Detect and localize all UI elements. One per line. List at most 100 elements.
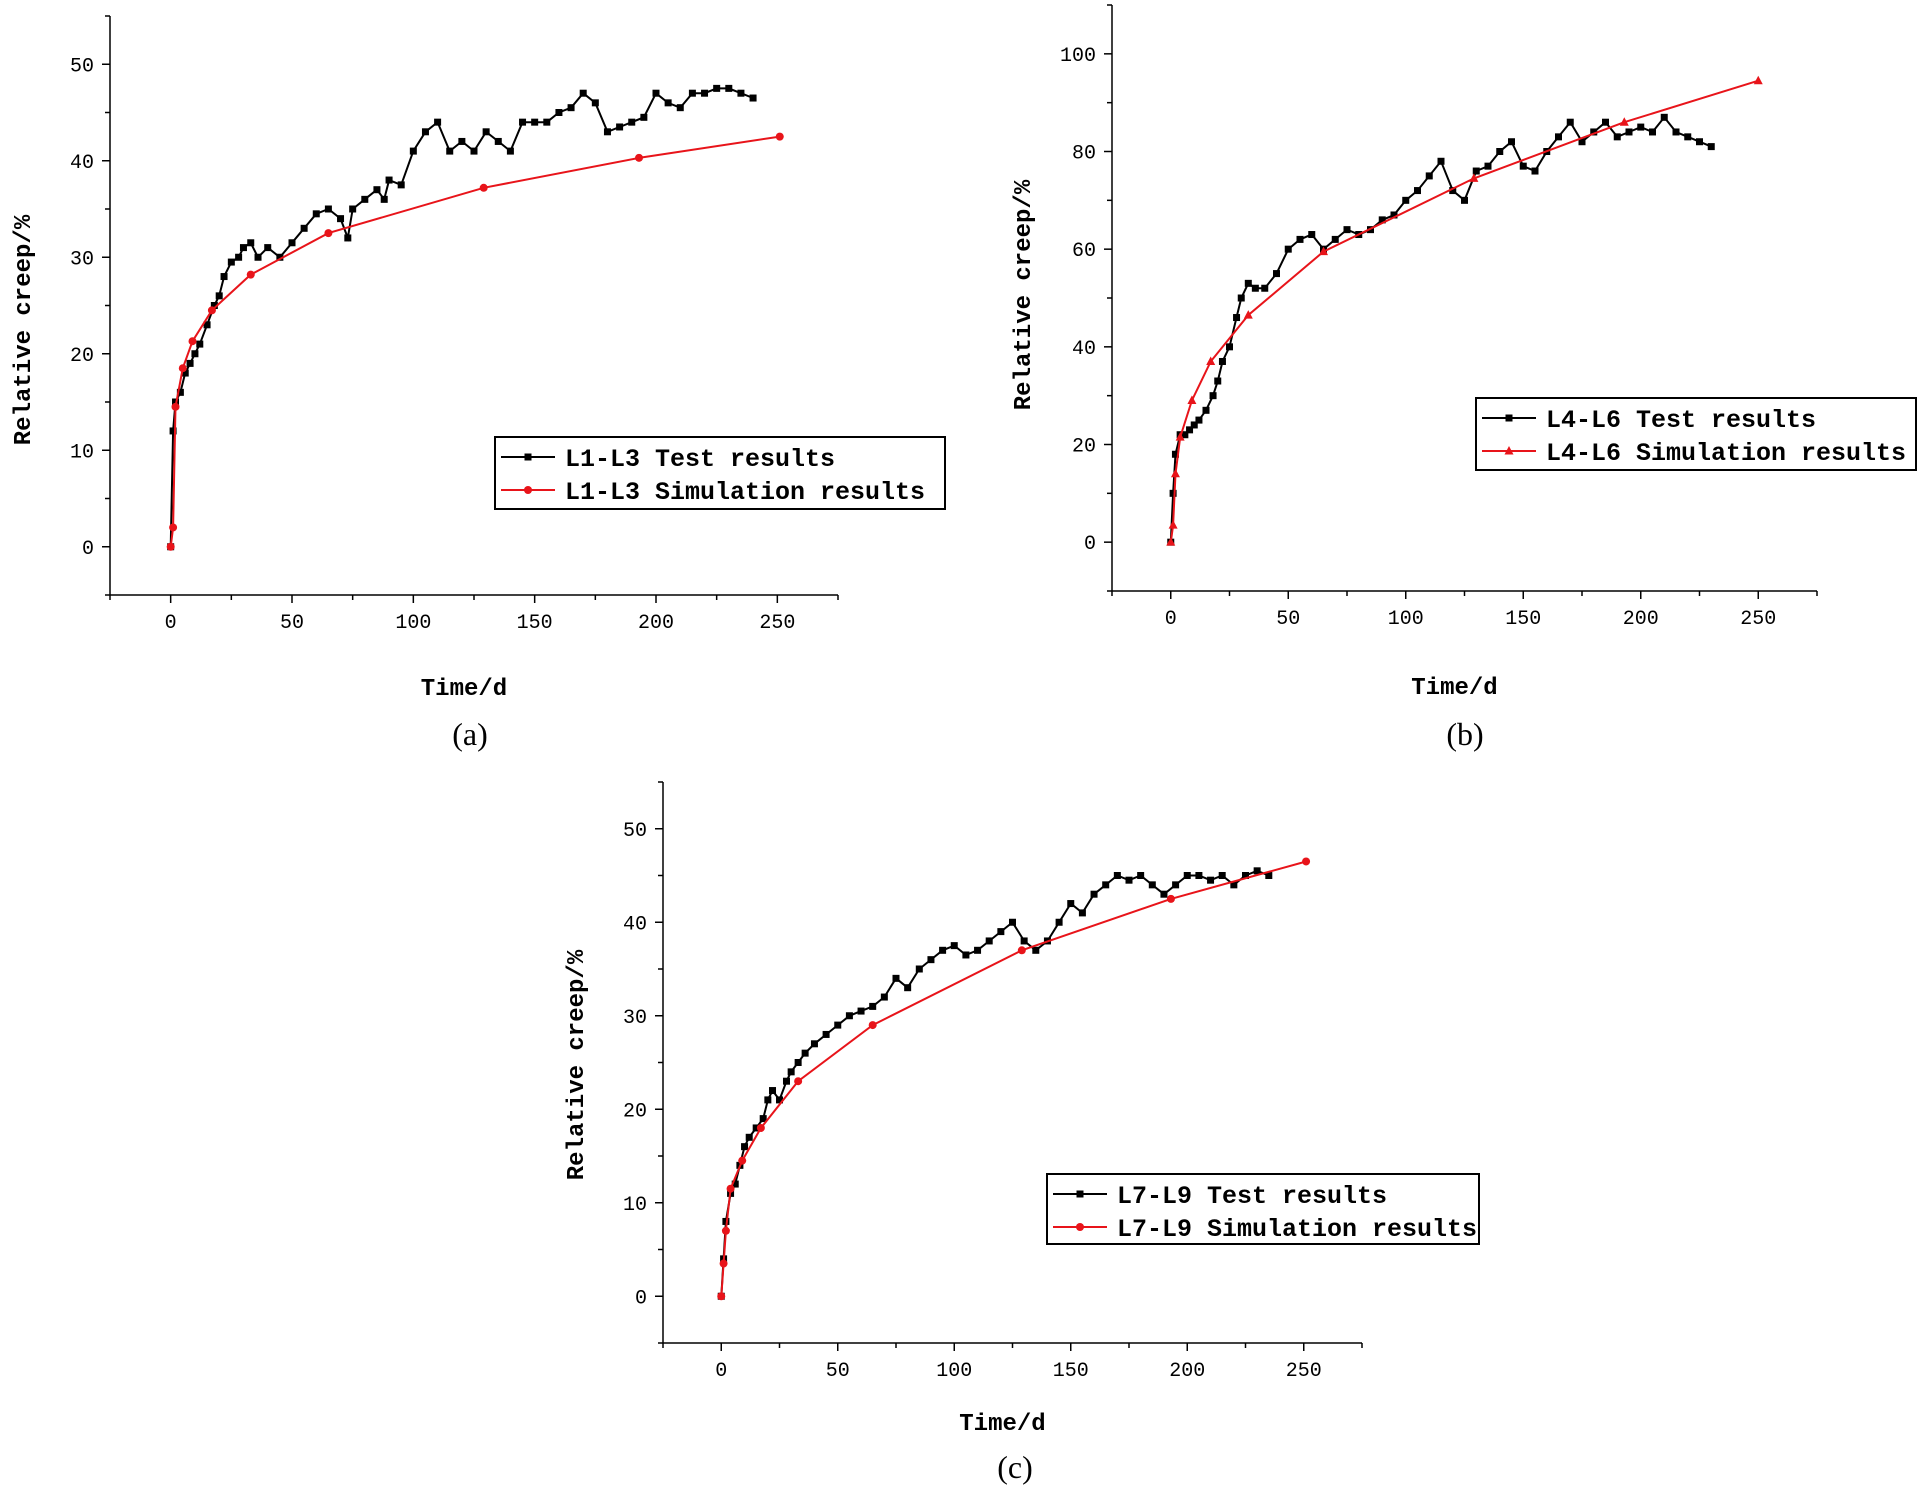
data-point [834,1021,842,1029]
data-point [1214,377,1222,385]
data-point [759,1115,767,1123]
data-point [506,147,514,155]
y-tick-label: 0 [1084,533,1096,556]
legend-marker [524,453,532,461]
data-point [421,128,429,136]
data-point [782,1077,790,1085]
data-point [1169,489,1177,497]
series-test [1167,113,1715,546]
panel-caption-a: (a) [452,716,488,752]
data-point [764,1096,772,1104]
data-point [756,1123,765,1132]
data-point [215,292,223,300]
legend-label: L7-L9 Test results [1117,1182,1387,1211]
data-point [997,928,1005,936]
data-point [482,128,490,136]
x-tick-label: 250 [1286,1360,1322,1383]
series-line [1169,79,1759,543]
legend: L7-L9 Test results L7-L9 Simulation resul… [1046,1173,1480,1245]
data-point [776,1096,783,1104]
x-tick-label: 50 [1276,608,1300,631]
data-point [1195,872,1203,879]
data-point [1437,157,1445,165]
data-point [176,388,184,396]
data-point [1284,245,1292,253]
data-point [1251,284,1259,292]
data-point [794,1077,803,1086]
chart-panel-c: 0 50 100 150 200 250 0 10 20 30 40 50 Time/d Relative… [564,781,1480,1485]
data-point [1148,881,1156,889]
data-point [1425,172,1433,180]
data-point [1378,216,1386,224]
y-tick-label: 0 [82,538,94,561]
data-point [794,1059,802,1066]
data-point [801,1049,809,1057]
data-point [1078,909,1086,917]
x-tick-label: 0 [165,612,177,635]
data-point [1578,138,1586,146]
y-tick-label: 40 [1072,338,1096,361]
data-point [1472,167,1480,175]
data-point [1302,857,1311,866]
data-point [640,113,648,121]
data-point [810,1040,818,1048]
y-tick-label: 50 [623,820,647,843]
x-tick-label: 50 [280,612,304,635]
data-point [892,974,900,982]
data-point [869,1002,877,1010]
data-point [915,965,923,973]
legend-box [1046,1173,1480,1245]
data-point [288,239,296,247]
legend: L1-L3 Test results L1-L3 Simulation resul… [494,436,946,510]
y-tick-label: 40 [623,913,647,936]
data-point [543,118,551,126]
data-point [579,89,587,97]
x-tick-label: 200 [1623,608,1659,631]
x-tick-label: 150 [1505,608,1541,631]
data-point [434,118,442,126]
y-tick-label: 30 [70,248,94,271]
data-point [1308,231,1316,239]
data-point [1090,890,1098,898]
data-point [479,183,488,192]
data-point [1253,867,1261,875]
data-point [749,94,757,102]
y-tick-label: 20 [1072,436,1096,459]
series-simulation [717,857,1311,1301]
data-point [676,104,684,112]
data-point [603,128,611,136]
data-point [235,253,243,261]
data-point [166,542,175,551]
data-point [745,1133,753,1141]
data-point [1171,450,1179,458]
data-point [191,350,199,358]
data-point [1707,143,1715,151]
data-point [1233,314,1241,322]
data-point [868,1021,877,1030]
y-tick-label: 30 [623,1007,647,1030]
data-point [324,205,332,213]
data-point [239,244,247,252]
data-point [857,1007,865,1015]
data-point [927,956,935,964]
x-tick-label: 100 [395,612,431,635]
data-point [1244,279,1252,287]
data-point [1226,343,1233,351]
data-point [769,1087,777,1095]
chart-panel-a: 0 50 100 150 200 250 0 10 20 30 40 50 Time/d Relative… [11,15,946,752]
legend-box [1475,397,1917,471]
data-point [1242,872,1249,879]
data-point [1170,468,1180,478]
data-point [1414,187,1421,195]
data-point [373,186,381,194]
data-point [1343,226,1351,234]
data-point [247,239,255,247]
data-point [845,1012,853,1020]
data-point [1206,356,1216,365]
legend: L4-L6 Test results L4-L6 Simulation resul… [1475,397,1917,471]
y-tick-label: 100 [1060,45,1096,68]
data-point [1637,123,1645,131]
data-point [1202,406,1210,414]
y-tick-label: 80 [1072,143,1096,166]
data-point [731,1180,739,1188]
